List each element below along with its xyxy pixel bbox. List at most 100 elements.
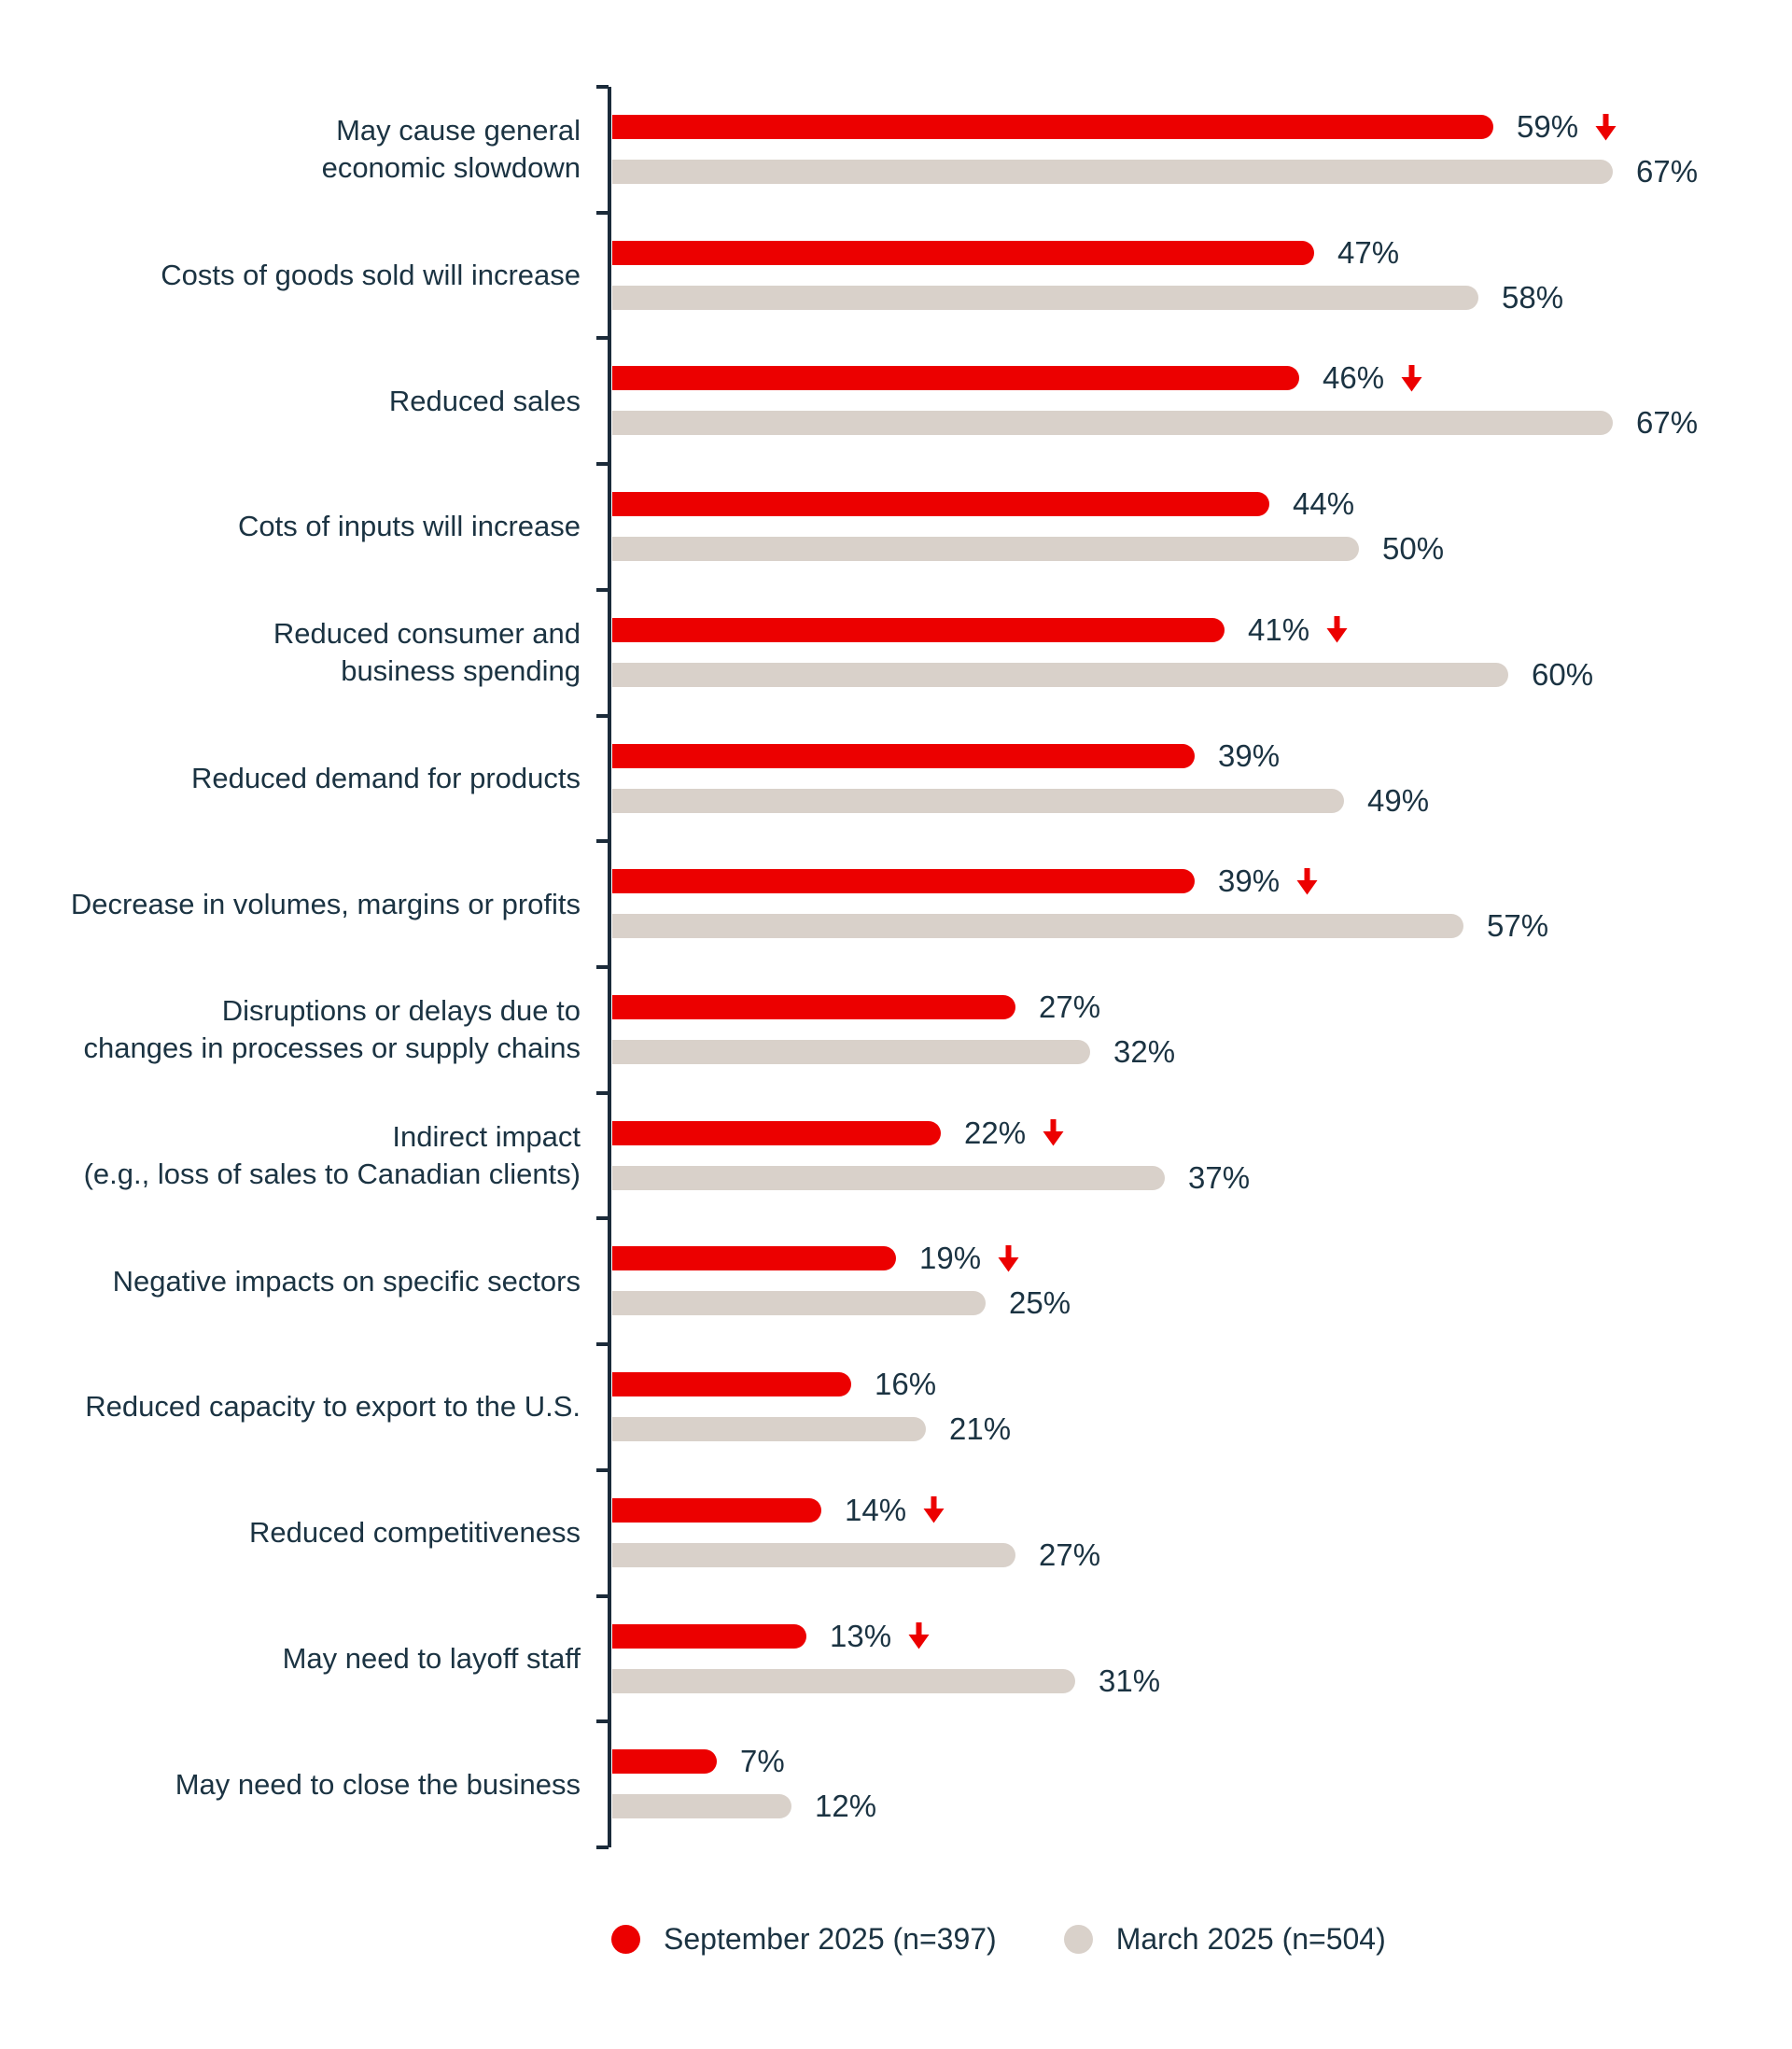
value-label-september: 39% — [1218, 738, 1280, 774]
value-text: 21% — [949, 1411, 1012, 1447]
value-text: 44% — [1293, 486, 1355, 522]
category-row: Reduced competitiveness 14% 27% — [0, 1470, 1792, 1596]
axis-tick — [596, 1216, 609, 1221]
value-label-march: 60% — [1532, 657, 1593, 693]
value-text: 14% — [845, 1492, 907, 1527]
category-label: Costs of goods sold will increase — [19, 213, 581, 339]
value-text: 58% — [1502, 279, 1564, 315]
category-row: Reduced capacity to export to the U.S. 16… — [0, 1344, 1792, 1470]
value-text: 49% — [1367, 782, 1430, 818]
value-text: 39% — [1218, 863, 1281, 899]
decrease-arrow-icon — [1296, 867, 1318, 895]
category-label-line: May need to layoff staff — [282, 1641, 581, 1675]
value-label-march: 21% — [949, 1411, 1011, 1447]
value-label-september: 44% — [1293, 486, 1354, 522]
bar-march — [612, 537, 1359, 562]
category-row: Negative impacts on specific sectors 19% 2… — [0, 1218, 1792, 1344]
bar-march — [612, 788, 1344, 813]
value-label-march: 12% — [815, 1789, 876, 1824]
value-text: 7% — [740, 1744, 785, 1779]
bar-september — [612, 617, 1225, 642]
value-label-march: 49% — [1367, 783, 1429, 819]
category-label-line: Reduced competitiveness — [249, 1516, 581, 1550]
category-label-line: (e.g., loss of sales to Canadian clients… — [83, 1158, 581, 1191]
value-label-september: 14% — [845, 1493, 946, 1528]
value-text: 16% — [875, 1367, 937, 1402]
category-row: Reduced sales 46% 67% — [0, 338, 1792, 464]
axis-tick — [596, 1467, 609, 1472]
legend-marker-september-icon — [611, 1924, 640, 1954]
decrease-arrow-icon — [908, 1622, 930, 1649]
category-label-line: May cause general — [336, 114, 581, 147]
value-label-september: 39% — [1218, 863, 1320, 899]
axis-tick — [596, 1593, 609, 1598]
bar-september — [612, 366, 1299, 391]
category-row: Reduced consumer and business spending 41%… — [0, 590, 1792, 716]
value-label-march: 27% — [1039, 1537, 1100, 1573]
axis-tick — [596, 1719, 609, 1724]
value-text: 67% — [1636, 405, 1699, 441]
bar-march — [612, 1040, 1090, 1064]
value-text: 27% — [1039, 989, 1101, 1024]
value-text: 22% — [964, 1115, 1027, 1150]
category-label-line: economic slowdown — [321, 151, 581, 185]
category-label: May cause general economic slowdown — [19, 87, 581, 213]
value-text: 39% — [1218, 737, 1281, 773]
value-label-march: 37% — [1188, 1160, 1250, 1196]
category-label: Reduced competitiveness — [19, 1470, 581, 1596]
value-text: 19% — [919, 1241, 982, 1276]
decrease-arrow-icon — [1401, 364, 1422, 392]
value-label-september: 41% — [1248, 612, 1350, 648]
axis-tick — [596, 210, 609, 215]
category-label-line: Reduced consumer and — [273, 617, 581, 651]
category-label-line: Cots of inputs will increase — [238, 510, 581, 543]
axis-tick — [596, 1342, 609, 1347]
axis-tick — [596, 587, 609, 592]
value-label-september: 27% — [1039, 989, 1100, 1025]
category-label: Reduced sales — [19, 338, 581, 464]
bar-march — [612, 914, 1463, 939]
bar-september — [612, 1749, 717, 1775]
y-axis-line — [608, 87, 611, 1847]
category-label-line: Reduced sales — [388, 384, 581, 417]
value-label-march: 50% — [1382, 531, 1444, 567]
value-text: 47% — [1337, 234, 1400, 270]
category-label-line: Indirect impact — [392, 1120, 581, 1154]
category-row: Decrease in volumes, margins or profits 3… — [0, 841, 1792, 967]
value-text: 59% — [1517, 109, 1579, 144]
category-label: Reduced demand for products — [19, 716, 581, 842]
axis-tick — [596, 839, 609, 844]
category-row: May need to layoff staff 13% 31% — [0, 1596, 1792, 1722]
axis-tick — [596, 1846, 609, 1849]
category-row: Disruptions or delays due to changes in p… — [0, 967, 1792, 1093]
category-row: Reduced demand for products 39% 49% — [0, 716, 1792, 842]
bar-march — [612, 160, 1613, 184]
legend-item-september: September 2025 (n=397) — [611, 1922, 997, 1957]
bar-september — [612, 1497, 821, 1523]
axis-tick — [596, 462, 609, 467]
value-label-september: 22% — [964, 1116, 1066, 1151]
bar-september — [612, 869, 1195, 894]
value-label-march: 58% — [1502, 280, 1563, 316]
category-label: Reduced consumer and business spending — [19, 590, 581, 716]
value-text: 57% — [1487, 908, 1549, 944]
value-text: 46% — [1323, 360, 1385, 396]
category-label: May need to layoff staff — [19, 1596, 581, 1722]
bar-september — [612, 115, 1493, 139]
value-text: 37% — [1188, 1159, 1251, 1195]
legend-label-september: September 2025 (n=397) — [664, 1921, 997, 1956]
legend-label-march: March 2025 (n=504) — [1115, 1921, 1386, 1956]
category-label: Disruptions or delays due to changes in p… — [19, 967, 581, 1093]
axis-tick — [596, 713, 609, 718]
bar-september — [612, 1246, 896, 1271]
value-label-september: 19% — [919, 1241, 1021, 1276]
category-label-line: Disruptions or delays due to — [221, 994, 581, 1028]
bar-march — [612, 1291, 986, 1316]
category-label: May need to close the business — [19, 1721, 581, 1847]
decrease-arrow-icon — [998, 1244, 1019, 1272]
category-label-line: Negative impacts on specific sectors — [112, 1264, 581, 1298]
bar-march — [612, 285, 1478, 310]
value-text: 12% — [815, 1789, 877, 1824]
value-label-september: 47% — [1337, 235, 1399, 271]
